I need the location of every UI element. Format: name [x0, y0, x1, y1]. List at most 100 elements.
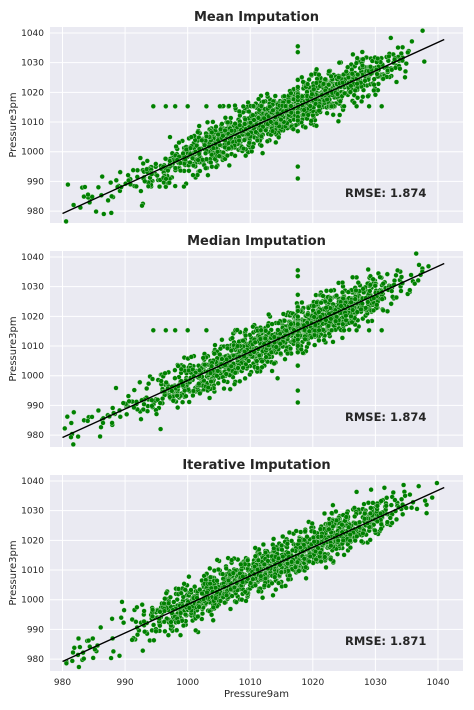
data-point — [245, 557, 251, 563]
data-point — [362, 78, 368, 84]
data-point — [222, 115, 228, 121]
data-point — [389, 67, 395, 73]
data-point — [70, 441, 76, 447]
data-point — [327, 297, 333, 303]
data-point — [175, 363, 181, 369]
subplot-title: Mean Imputation — [194, 10, 319, 25]
data-point — [334, 314, 340, 320]
data-point — [210, 604, 216, 610]
y-tick-labels: 980 990 1000 1010 1020 1030 1040 — [21, 253, 44, 441]
data-point — [150, 607, 156, 613]
data-point — [113, 385, 119, 391]
data-point — [281, 93, 287, 99]
data-point — [163, 103, 169, 109]
data-point — [288, 321, 294, 327]
data-point — [202, 362, 208, 368]
y-tick-label: 1010 — [21, 118, 44, 128]
data-point — [308, 118, 314, 124]
data-point — [352, 296, 358, 302]
subplot-median-imputation: Median Imputation 980 990 1000 1010 1020 1030… — [8, 234, 463, 447]
data-point — [295, 110, 301, 116]
data-point — [174, 627, 180, 633]
data-point — [294, 559, 301, 565]
data-point — [226, 103, 232, 109]
data-point — [110, 648, 116, 654]
y-tick-label: 1000 — [21, 148, 44, 158]
data-point — [76, 664, 82, 670]
data-point — [64, 414, 70, 420]
data-point — [318, 533, 325, 539]
data-point — [324, 96, 330, 103]
data-point — [372, 92, 378, 98]
data-point — [395, 45, 401, 51]
data-point — [384, 271, 390, 277]
data-point — [232, 153, 238, 159]
data-point — [189, 155, 196, 161]
data-point — [204, 589, 210, 595]
data-point — [250, 576, 256, 582]
data-point — [285, 350, 291, 357]
data-point — [190, 172, 196, 178]
data-point — [421, 59, 427, 65]
data-point — [81, 194, 87, 200]
data-point — [343, 313, 349, 319]
data-point — [408, 272, 414, 278]
data-point — [310, 112, 316, 118]
data-point — [214, 578, 220, 584]
data-point — [163, 184, 169, 190]
data-point — [163, 379, 169, 386]
data-point — [295, 164, 301, 170]
y-tick-label: 990 — [27, 401, 44, 411]
data-point — [370, 276, 376, 282]
data-point — [386, 53, 392, 59]
data-point — [416, 262, 422, 268]
data-point — [407, 287, 413, 293]
data-point — [77, 644, 83, 650]
data-point — [242, 589, 248, 595]
data-point — [350, 274, 356, 280]
data-point — [374, 503, 380, 509]
data-point — [63, 218, 69, 224]
data-point — [359, 63, 366, 69]
data-point — [116, 653, 123, 659]
data-point — [273, 344, 279, 350]
data-point — [316, 108, 322, 114]
data-point — [213, 595, 219, 601]
data-point — [150, 327, 156, 333]
data-point — [389, 288, 395, 294]
data-point — [238, 561, 244, 567]
data-point — [349, 319, 355, 325]
data-point — [85, 418, 91, 424]
data-point — [142, 629, 148, 635]
data-point — [295, 273, 301, 279]
data-point — [242, 375, 248, 381]
data-point — [326, 526, 332, 532]
data-point — [232, 121, 238, 127]
data-point — [199, 590, 205, 597]
data-point — [82, 184, 88, 190]
subplot-title: Median Imputation — [187, 234, 326, 249]
x-axis-label: Pressure9am — [224, 689, 289, 700]
data-point — [153, 628, 159, 634]
data-point — [146, 381, 152, 387]
data-point — [335, 538, 341, 544]
data-point — [388, 301, 394, 307]
data-point — [341, 552, 347, 558]
data-point — [262, 575, 268, 582]
data-point — [252, 545, 258, 551]
data-point — [324, 110, 330, 116]
data-point — [287, 572, 293, 579]
data-point — [414, 506, 420, 512]
x-tick-labels: 980 990 1000 1010 1020 1030 1040 — [54, 678, 450, 688]
data-point — [211, 351, 217, 357]
data-point — [389, 520, 395, 526]
data-point — [282, 103, 289, 109]
data-point — [271, 334, 277, 340]
data-point — [314, 299, 320, 305]
data-point — [203, 327, 209, 333]
data-point — [217, 351, 223, 358]
data-point — [263, 354, 269, 360]
data-point — [240, 365, 246, 371]
data-point — [232, 103, 238, 109]
data-point — [305, 112, 311, 118]
